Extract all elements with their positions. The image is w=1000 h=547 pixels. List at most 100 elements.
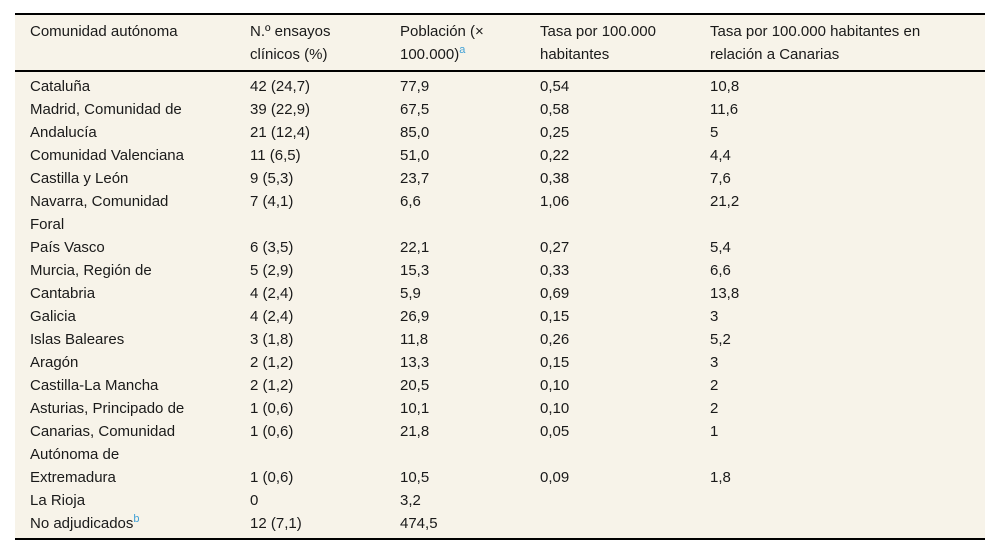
column-header-tasa-relacion-canarias: Tasa por 100.000 habitantes en relación …: [710, 14, 985, 72]
footnote-marker-b: b: [133, 513, 140, 525]
table-row: No adjudicadosb 12 (7,1) 474,5: [15, 512, 985, 539]
table-container: Comunidad autónoma N.º ensayos clínicos …: [15, 13, 985, 540]
cell-tasa: 0,15: [540, 354, 570, 371]
comunidad-name: Andalucía: [30, 124, 97, 141]
cell-poblacion: 10,5: [400, 469, 430, 486]
cell-tasa-relacion-canarias: 10,8: [710, 78, 740, 95]
cell-ensayos: 1 (0,6): [250, 469, 294, 486]
cell-comunidad: Navarra, Comunidad Foral: [15, 190, 250, 236]
cell-comunidad: Asturias, Principado de: [15, 397, 250, 420]
cell-ensayos: 4 (2,4): [250, 285, 294, 302]
cell-ensayos: 1 (0,6): [250, 400, 294, 417]
table-row: Castilla y León 9 (5,3) 23,7 0,38 7,6: [15, 167, 985, 190]
comunidad-name: Castilla y León: [30, 170, 129, 187]
table-row: Andalucía 21 (12,4) 85,0 0,25 5: [15, 121, 985, 144]
cell-tasa-relacion-canarias: [710, 512, 985, 539]
cell-comunidad: Aragón: [15, 351, 250, 374]
column-header-comunidad: Comunidad autónoma: [15, 14, 250, 72]
cell-poblacion: 10,1: [400, 400, 430, 417]
cell-tasa-relacion-canarias: 3: [710, 308, 719, 325]
cell-comunidad: Castilla-La Mancha: [15, 374, 250, 397]
column-header-label: Tasa por 100.000 habitantes en relación …: [710, 23, 921, 63]
cell-ensayos: 21 (12,4): [250, 124, 311, 141]
cell-ensayos: 4 (2,4): [250, 308, 294, 325]
cell-tasa-relacion-canarias: 5: [710, 124, 719, 141]
comunidad-name: Extremadura: [30, 469, 116, 486]
comunidad-name: Comunidad Valenciana: [30, 147, 184, 164]
cell-tasa-relacion-canarias: 7,6: [710, 170, 731, 187]
footnote-marker-a: a: [459, 44, 466, 56]
cell-ensayos: 2 (1,2): [250, 354, 294, 371]
comunidad-name: No adjudicados: [30, 515, 134, 532]
table-row: La Rioja 0 3,2: [15, 489, 985, 512]
cell-ensayos: 7 (4,1): [250, 193, 294, 210]
cell-poblacion: 22,1: [400, 239, 430, 256]
cell-tasa: [540, 512, 710, 539]
table-row: Cantabria 4 (2,4) 5,9 0,69 13,8: [15, 282, 985, 305]
cell-tasa-relacion-canarias: [710, 489, 985, 512]
comunidad-name: Madrid, Comunidad de: [30, 101, 182, 118]
table-row: Extremadura 1 (0,6) 10,5 0,09 1,8: [15, 466, 985, 489]
cell-ensayos: 12 (7,1): [250, 515, 302, 532]
cell-poblacion: 23,7: [400, 170, 430, 187]
cell-tasa: [540, 489, 710, 512]
column-header-label: Comunidad autónoma: [30, 23, 178, 40]
cell-ensayos: 5 (2,9): [250, 262, 294, 279]
table-row: Galicia 4 (2,4) 26,9 0,15 3: [15, 305, 985, 328]
comunidad-name: Islas Baleares: [30, 331, 125, 348]
cell-tasa: 0,58: [540, 101, 570, 118]
table-row: Navarra, Comunidad Foral 7 (4,1) 6,6 1,0…: [15, 190, 985, 236]
column-header-poblacion: Población (× 100.000)a: [400, 14, 540, 72]
cell-comunidad: La Rioja: [15, 489, 250, 512]
column-header-label: Tasa por 100.000 habitantes: [540, 23, 656, 63]
cell-comunidad: Andalucía: [15, 121, 250, 144]
cell-poblacion: 15,3: [400, 262, 430, 279]
cell-poblacion: 6,6: [400, 193, 421, 210]
cell-comunidad: Castilla y León: [15, 167, 250, 190]
comunidad-name: Cataluña: [30, 78, 91, 95]
cell-tasa: 0,09: [540, 469, 570, 486]
cell-tasa: 0,27: [540, 239, 570, 256]
comunidad-name: Asturias, Principado de: [30, 400, 185, 417]
cell-tasa-relacion-canarias: 13,8: [710, 285, 740, 302]
table-row: País Vasco 6 (3,5) 22,1 0,27 5,4: [15, 236, 985, 259]
cell-tasa: 0,33: [540, 262, 570, 279]
table-row: Madrid, Comunidad de 39 (22,9) 67,5 0,58…: [15, 98, 985, 121]
cell-tasa-relacion-canarias: 3: [710, 354, 719, 371]
table-row: Islas Baleares 3 (1,8) 11,8 0,26 5,2: [15, 328, 985, 351]
cell-poblacion: 26,9: [400, 308, 430, 325]
cell-ensayos: 6 (3,5): [250, 239, 294, 256]
cell-tasa: 0,54: [540, 78, 570, 95]
table-row: Castilla-La Mancha 2 (1,2) 20,5 0,10 2: [15, 374, 985, 397]
cell-tasa-relacion-canarias: 1,8: [710, 469, 731, 486]
cell-tasa-relacion-canarias: 4,4: [710, 147, 731, 164]
cell-poblacion: 77,9: [400, 78, 430, 95]
cell-ensayos: 0: [250, 492, 259, 509]
cell-poblacion: 11,8: [400, 331, 429, 348]
cell-comunidad: Islas Baleares: [15, 328, 250, 351]
cell-tasa-relacion-canarias: 2: [710, 400, 719, 417]
cell-tasa: 0,26: [540, 331, 570, 348]
comunidad-name: Aragón: [30, 354, 79, 371]
column-header-tasa: Tasa por 100.000 habitantes: [540, 14, 710, 72]
cell-tasa-relacion-canarias: 1: [710, 423, 719, 440]
cell-tasa: 0,15: [540, 308, 570, 325]
cell-comunidad: País Vasco: [15, 236, 250, 259]
table-header: Comunidad autónoma N.º ensayos clínicos …: [15, 14, 985, 72]
cell-ensayos: 11 (6,5): [250, 147, 301, 164]
cell-poblacion: 85,0: [400, 124, 430, 141]
comunidad-name: Galicia: [30, 308, 76, 325]
cell-ensayos: 9 (5,3): [250, 170, 294, 187]
cell-comunidad: Cataluña: [15, 71, 250, 98]
comunidad-name: Canarias, Comunidad Autónoma de: [30, 423, 176, 463]
cell-tasa: 0,22: [540, 147, 570, 164]
cell-tasa: 0,05: [540, 423, 570, 440]
cell-tasa-relacion-canarias: 2: [710, 377, 719, 394]
cell-comunidad: Extremadura: [15, 466, 250, 489]
cell-tasa-relacion-canarias: 6,6: [710, 262, 731, 279]
table-row: Cataluña 42 (24,7) 77,9 0,54 10,8: [15, 71, 985, 98]
comunidad-name: La Rioja: [30, 492, 86, 509]
cell-ensayos: 2 (1,2): [250, 377, 294, 394]
cell-poblacion: 20,5: [400, 377, 430, 394]
